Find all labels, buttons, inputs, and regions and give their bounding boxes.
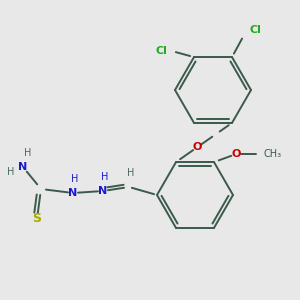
Text: N: N xyxy=(18,162,28,172)
Text: O: O xyxy=(231,149,241,159)
Text: N: N xyxy=(68,188,78,198)
Text: H: H xyxy=(101,172,109,182)
Text: CH₃: CH₃ xyxy=(264,149,282,159)
Text: H: H xyxy=(71,174,79,184)
Text: S: S xyxy=(32,212,41,226)
Text: Cl: Cl xyxy=(249,25,261,35)
Text: H: H xyxy=(7,167,15,177)
Text: H: H xyxy=(127,168,135,178)
Text: O: O xyxy=(193,142,202,152)
Text: Cl: Cl xyxy=(155,46,167,56)
Text: N: N xyxy=(98,186,108,196)
Text: H: H xyxy=(24,148,32,158)
